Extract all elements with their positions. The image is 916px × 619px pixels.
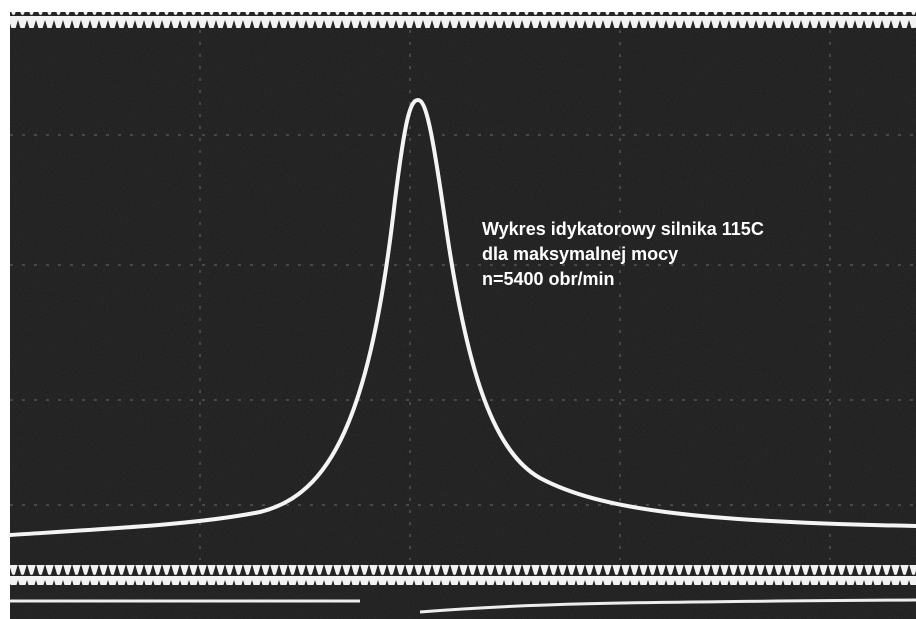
top-timing-trace <box>10 12 916 28</box>
annotation-line: Wykres idykatorowy silnika 115C <box>482 219 764 239</box>
annotation-line: n=5400 obr/min <box>482 269 615 289</box>
annotation-line: dla maksymalnej mocy <box>482 244 678 264</box>
bottom-timing-trace <box>10 565 916 585</box>
oscillogram-photo: Wykres idykatorowy silnika 115C dla maks… <box>0 0 916 619</box>
page: Wykres idykatorowy silnika 115C dla maks… <box>0 0 916 619</box>
